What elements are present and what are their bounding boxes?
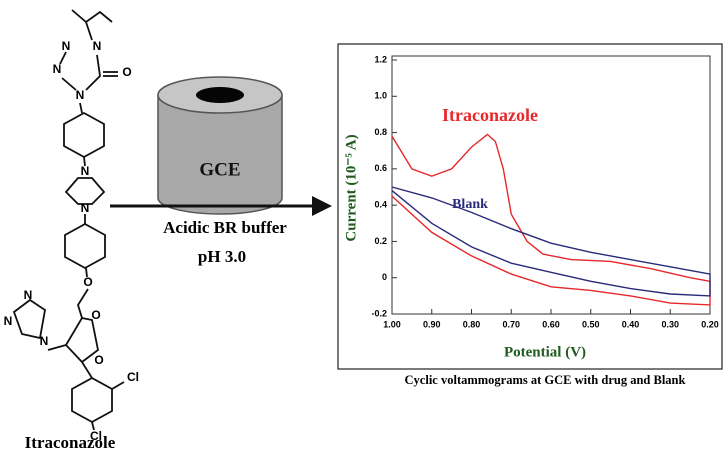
y-tick-label: 0: [382, 272, 387, 282]
series-label: Itraconazole: [442, 105, 538, 125]
condition-line: pH 3.0: [198, 247, 246, 266]
x-tick-label: 0.90: [423, 319, 441, 329]
arrow: [110, 196, 332, 216]
chart-marks: 1.21.00.80.60.40.20-0.21.00 0.90 0.80 0.70 0…: [371, 54, 718, 329]
y-tick-label: 1.0: [374, 91, 387, 101]
atom-label: N: [81, 201, 90, 215]
atom-label: O: [122, 65, 131, 79]
y-tick-label: 1.2: [374, 54, 387, 64]
electrode-label: GCE: [199, 159, 240, 180]
y-tick-label: 0.4: [374, 200, 387, 210]
atom-label: Cl: [90, 429, 102, 443]
atom-label: N: [93, 39, 102, 53]
y-tick-label: 0.8: [374, 127, 387, 137]
y-tick-label: 0.6: [374, 163, 387, 173]
x-tick-label: 0.70: [502, 319, 520, 329]
atom-label: Cl: [127, 370, 139, 384]
atom-label: O: [83, 275, 92, 289]
x-tick-label: 0.30: [661, 319, 679, 329]
chart-frame: [337, 43, 723, 370]
molecule-skeleton: [12, 9, 125, 431]
x-tick-label: 0.80: [463, 319, 481, 329]
electrode-cylinder: [157, 76, 283, 215]
atom-label: N: [4, 314, 13, 328]
y-axis-label: Current (10⁻⁵ A): [343, 134, 359, 241]
chart-caption: Cyclic voltammograms at GCE with drug an…: [405, 373, 686, 387]
y-tick-label: -0.2: [371, 308, 387, 318]
x-tick-label: 1.00: [383, 319, 401, 329]
atom-label: N: [62, 39, 71, 53]
atom-label: O: [94, 353, 103, 367]
x-axis-label: Potential (V): [504, 344, 586, 360]
atom-label: N: [53, 62, 62, 76]
x-tick-label: 0.40: [622, 319, 640, 329]
atom-label: N: [81, 164, 90, 178]
y-tick-label: 0.2: [374, 236, 387, 246]
molecule-name: Itraconazole: [25, 433, 116, 452]
x-tick-label: 0.50: [582, 319, 600, 329]
atom-label: N: [24, 288, 33, 302]
cv-curve: [391, 186, 711, 297]
atom-label: N: [40, 334, 49, 348]
plot-area: [391, 55, 711, 315]
x-tick-label: 0.20: [701, 319, 719, 329]
atom-label: O: [91, 308, 100, 322]
series-label: Blank: [452, 197, 488, 212]
x-tick-label: 0.60: [542, 319, 560, 329]
condition-line: Acidic BR buffer: [163, 218, 287, 237]
atom-label: N: [76, 88, 85, 102]
cv-curve: [391, 133, 711, 306]
